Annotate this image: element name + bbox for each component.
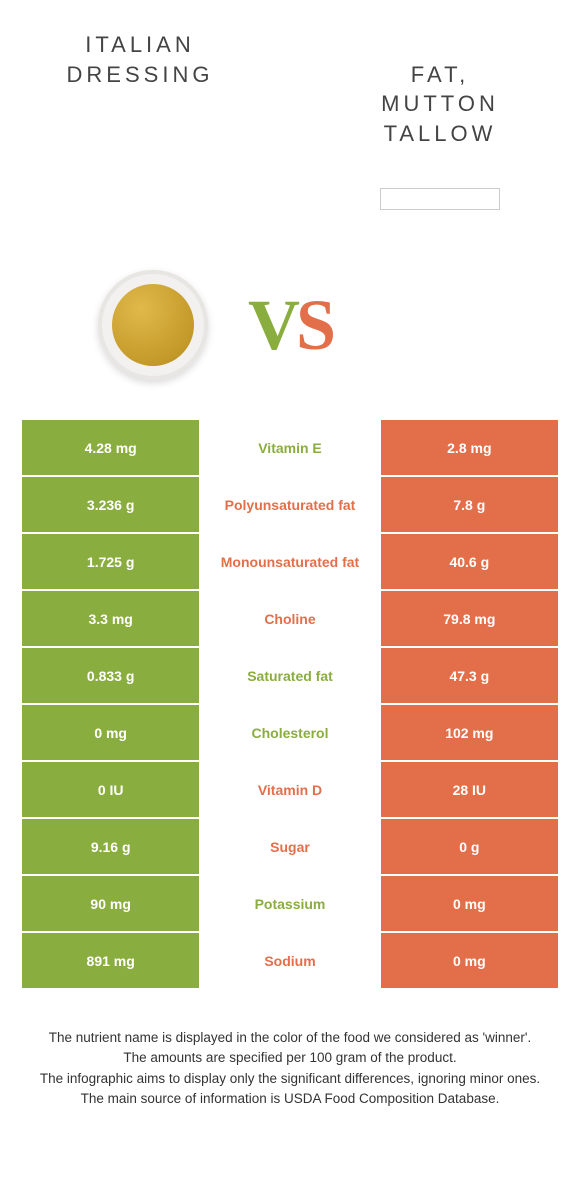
value-right: 0 g bbox=[381, 819, 558, 874]
vs-s: S bbox=[296, 285, 332, 365]
value-right: 0 mg bbox=[381, 933, 558, 988]
footer-notes: The nutrient name is displayed in the co… bbox=[0, 988, 580, 1109]
value-left: 0 mg bbox=[22, 705, 199, 760]
nutrient-label: Monounsaturated fat bbox=[201, 534, 378, 589]
bowl-icon bbox=[98, 270, 208, 380]
value-right: 28 IU bbox=[381, 762, 558, 817]
table-row: 9.16 gSugar0 g bbox=[22, 819, 558, 874]
table-row: 0 IUVitamin D28 IU bbox=[22, 762, 558, 817]
value-right: 47.3 g bbox=[381, 648, 558, 703]
value-left: 0.833 g bbox=[22, 648, 199, 703]
table-row: 3.236 gPolyunsaturated fat7.8 g bbox=[22, 477, 558, 532]
dressing-fill bbox=[112, 284, 194, 366]
nutrient-label: Sodium bbox=[201, 933, 378, 988]
vs-v: V bbox=[248, 285, 296, 365]
comparison-table: 4.28 mgVitamin E2.8 mg3.236 gPolyunsatur… bbox=[22, 420, 558, 988]
footer-line-2: The amounts are specified per 100 gram o… bbox=[30, 1048, 550, 1068]
value-left: 891 mg bbox=[22, 933, 199, 988]
title-left: ITALIAN DRESSING bbox=[40, 30, 240, 240]
nutrient-label: Sugar bbox=[201, 819, 378, 874]
table-row: 4.28 mgVitamin E2.8 mg bbox=[22, 420, 558, 475]
table-row: 1.725 gMonounsaturated fat40.6 g bbox=[22, 534, 558, 589]
value-left: 0 IU bbox=[22, 762, 199, 817]
footer-line-4: The main source of information is USDA F… bbox=[30, 1089, 550, 1109]
table-row: 0 mgCholesterol102 mg bbox=[22, 705, 558, 760]
nutrient-label: Cholesterol bbox=[201, 705, 378, 760]
nutrient-label: Potassium bbox=[201, 876, 378, 931]
footer-line-1: The nutrient name is displayed in the co… bbox=[30, 1028, 550, 1048]
value-right: 7.8 g bbox=[381, 477, 558, 532]
title-right-wrap: FAT, MUTTON TALLOW bbox=[340, 30, 540, 240]
value-left: 3.236 g bbox=[22, 477, 199, 532]
value-right: 79.8 mg bbox=[381, 591, 558, 646]
table-row: 891 mgSodium0 mg bbox=[22, 933, 558, 988]
nutrient-label: Vitamin D bbox=[201, 762, 378, 817]
nutrient-label: Vitamin E bbox=[201, 420, 378, 475]
value-left: 1.725 g bbox=[22, 534, 199, 589]
italian-dressing-image bbox=[88, 260, 218, 390]
nutrient-label: Choline bbox=[201, 591, 378, 646]
title-right: FAT, MUTTON TALLOW bbox=[340, 60, 540, 149]
header: ITALIAN DRESSING FAT, MUTTON TALLOW bbox=[0, 0, 580, 250]
table-row: 3.3 mgCholine79.8 mg bbox=[22, 591, 558, 646]
value-left: 90 mg bbox=[22, 876, 199, 931]
vs-row: VS bbox=[0, 250, 580, 420]
vs-label: VS bbox=[248, 284, 332, 367]
value-right: 2.8 mg bbox=[381, 420, 558, 475]
table-row: 90 mgPotassium0 mg bbox=[22, 876, 558, 931]
nutrient-label: Saturated fat bbox=[201, 648, 378, 703]
value-right: 40.6 g bbox=[381, 534, 558, 589]
value-right: 0 mg bbox=[381, 876, 558, 931]
mutton-tallow-image-placeholder bbox=[362, 260, 492, 390]
table-row: 0.833 gSaturated fat47.3 g bbox=[22, 648, 558, 703]
nutrient-label: Polyunsaturated fat bbox=[201, 477, 378, 532]
value-right: 102 mg bbox=[381, 705, 558, 760]
footer-line-3: The infographic aims to display only the… bbox=[30, 1069, 550, 1089]
value-left: 4.28 mg bbox=[22, 420, 199, 475]
value-left: 3.3 mg bbox=[22, 591, 199, 646]
value-left: 9.16 g bbox=[22, 819, 199, 874]
image-placeholder-box bbox=[380, 188, 500, 210]
